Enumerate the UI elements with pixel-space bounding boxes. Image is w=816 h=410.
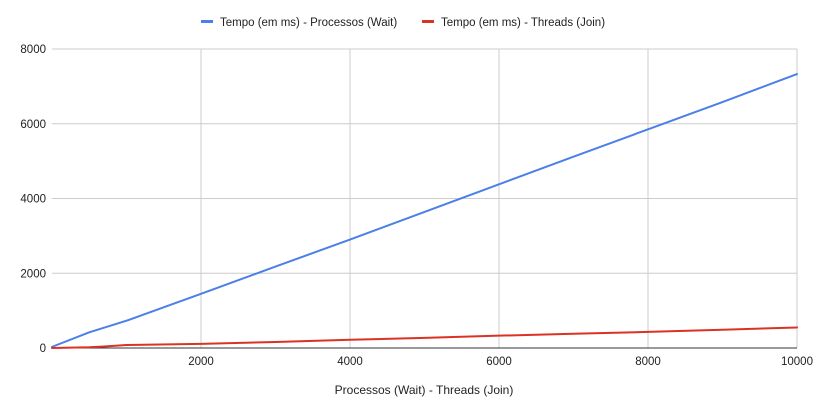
y-tick-label-4000: 4000 [20, 194, 46, 206]
x-tick-label-2000: 2000 [188, 356, 214, 368]
legend-swatch-1 [201, 20, 213, 23]
gridlines [52, 48, 798, 349]
series-line-1 [51, 73, 798, 348]
x-axis-title: Processos (Wait) - Threads (Join) [335, 383, 514, 397]
y-tick-label-8000: 8000 [20, 44, 46, 56]
x-tick-label-6000: 6000 [486, 356, 512, 368]
y-axis-ticks: 0 2000 4000 6000 8000 [20, 44, 46, 355]
legend-swatch-2 [422, 20, 434, 23]
legend-item-2[interactable]: Tempo (em ms) - Threads (Join) [422, 17, 605, 29]
x-axis-ticks: 2000 4000 6000 8000 10000 [188, 356, 813, 368]
x-tick-label-4000: 4000 [337, 356, 363, 368]
y-tick-label-6000: 6000 [20, 119, 46, 131]
y-tick-label-0: 0 [40, 343, 46, 355]
x-tick-label-8000: 8000 [635, 356, 661, 368]
legend[interactable]: Tempo (em ms) - Processos (Wait) Tempo (e… [201, 17, 605, 29]
series-lines [51, 73, 798, 349]
legend-label-1: Tempo (em ms) - Processos (Wait) [220, 17, 397, 29]
legend-label-2: Tempo (em ms) - Threads (Join) [441, 17, 605, 29]
y-tick-label-2000: 2000 [20, 268, 46, 280]
series-line-2 [51, 326, 798, 349]
legend-item-1[interactable]: Tempo (em ms) - Processos (Wait) [201, 17, 397, 29]
x-tick-label-10000: 10000 [781, 356, 813, 368]
